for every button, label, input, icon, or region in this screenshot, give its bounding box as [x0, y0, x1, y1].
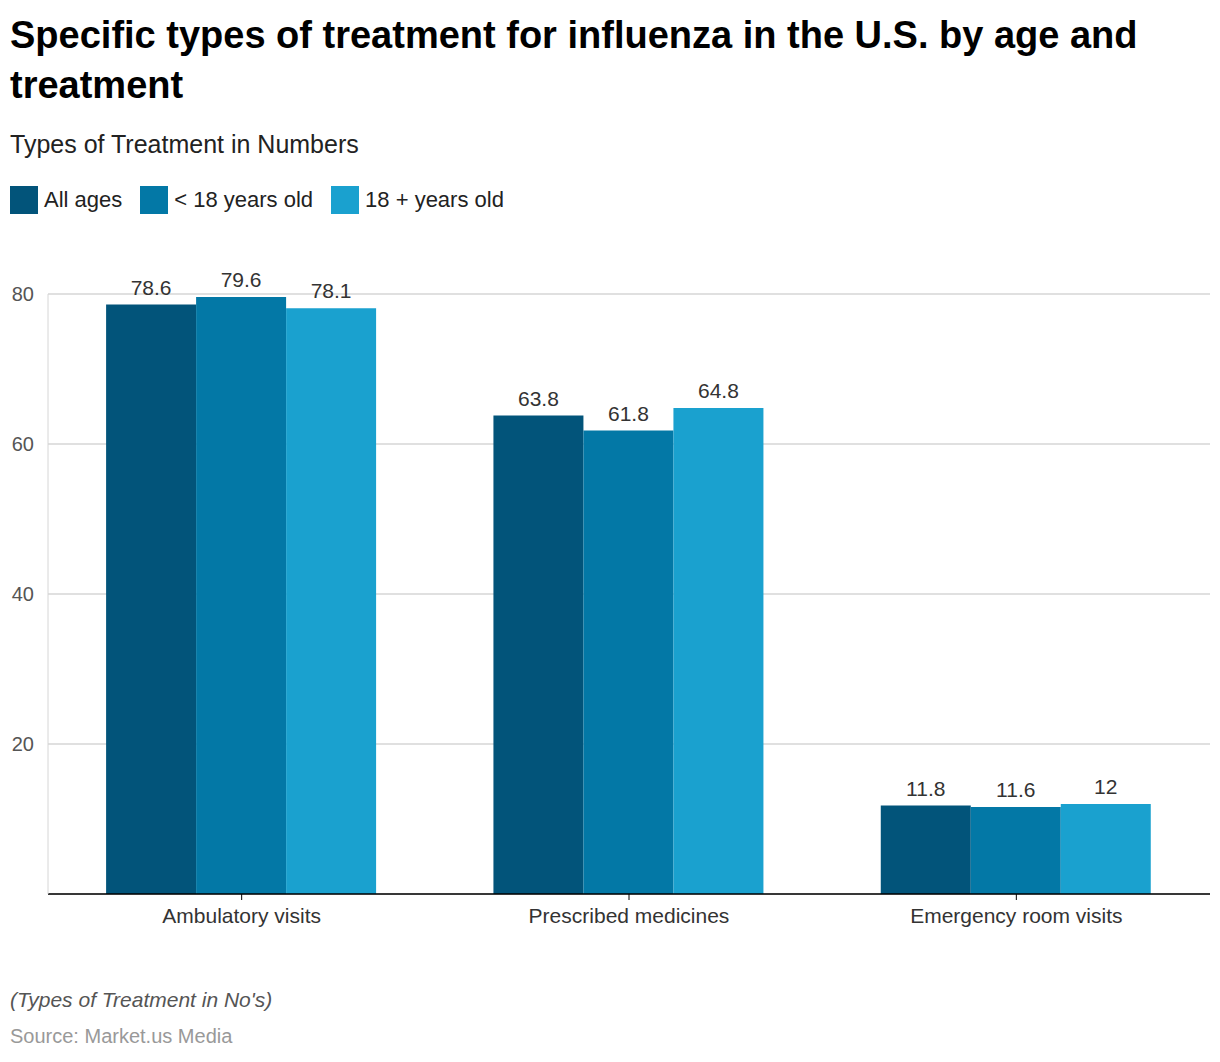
svg-text:78.6: 78.6 — [131, 276, 172, 299]
svg-text:80: 80 — [12, 283, 34, 305]
svg-text:64.8: 64.8 — [698, 379, 739, 402]
svg-text:11.6: 11.6 — [996, 778, 1035, 801]
html-text:18 + years old: 18 + years old — [365, 187, 504, 212]
svg-text:Emergency room visits: Emergency room visits — [910, 904, 1122, 927]
html-text:(Types of Treatment in No's): (Types of Treatment in No's) — [10, 988, 273, 1011]
html-text:< 18 years old: < 18 years old — [174, 187, 314, 212]
svg-text:61.8: 61.8 — [608, 402, 649, 425]
svg-text:63.8: 63.8 — [518, 387, 559, 410]
svg-text:Prescribed medicines: Prescribed medicines — [529, 904, 730, 927]
html-text:Source: Market.us Media: Source: Market.us Media — [10, 1025, 233, 1047]
svg-text:20: 20 — [12, 733, 34, 755]
svg-text:60: 60 — [12, 433, 34, 455]
svg-text:11.8: 11.8 — [906, 777, 945, 800]
html-text:All ages: All ages — [44, 187, 123, 212]
html-text:Types of Treatment in Numbers: Types of Treatment in Numbers — [10, 130, 359, 158]
svg-text:78.1: 78.1 — [311, 279, 352, 302]
svg-text:Ambulatory visits: Ambulatory visits — [162, 904, 321, 927]
svg-text:40: 40 — [12, 583, 34, 605]
html-text:Specific types of treatment fo: Specific types of treatment for influenz… — [10, 14, 1138, 106]
svg-text:79.6: 79.6 — [221, 268, 262, 291]
svg-text:12: 12 — [1094, 775, 1117, 798]
